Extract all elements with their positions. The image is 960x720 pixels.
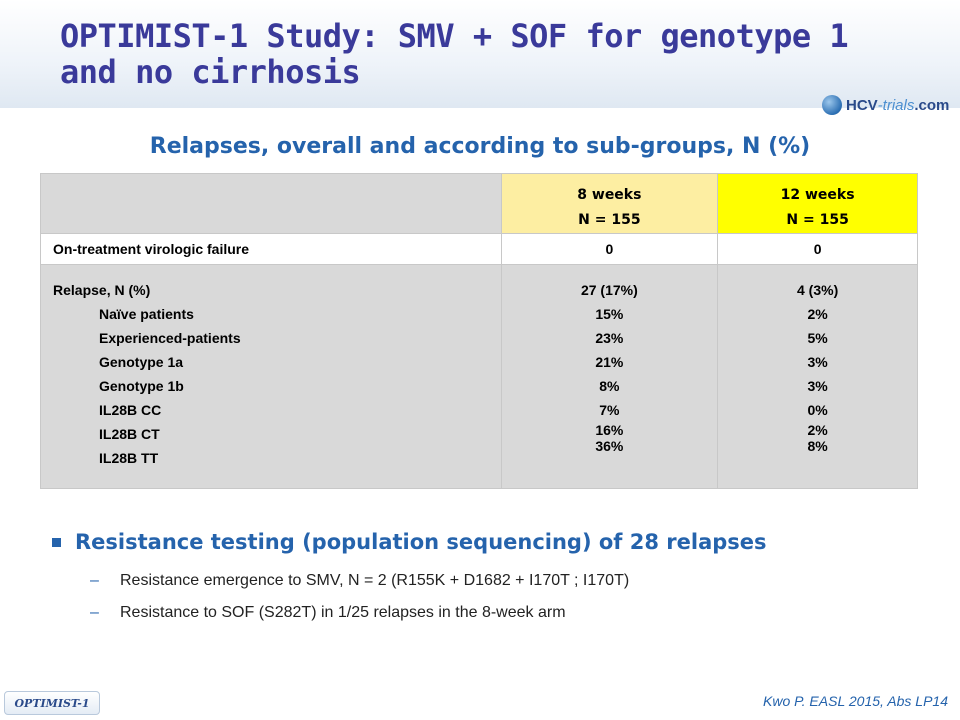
subgroup-value-12w: 3% — [807, 354, 828, 370]
reference-citation: Kwo P. EASL 2015, Abs LP14 — [763, 693, 948, 709]
table-row: On-treatment virologic failure 0 0 — [40, 233, 918, 265]
table-row: Relapse, N (%) Naïve patients Experience… — [40, 264, 918, 489]
subgroup-label: Genotype 1b — [99, 378, 184, 394]
subgroup-value-12w: 2% — [807, 306, 828, 322]
relapse-overall-12w: 4 (3%) — [797, 282, 839, 298]
subgroup-value-8w: 21% — [595, 354, 624, 370]
subgroup-label: IL28B CC — [99, 402, 162, 418]
relapse-labels-cell: Relapse, N (%) Naïve patients Experience… — [40, 264, 502, 489]
relapse-12w-cell: 4 (3%) 2% 5% 3% 3% 0% 2% 8% — [717, 264, 918, 489]
subgroup-label: IL28B TT — [99, 450, 159, 466]
header-8-weeks: 8 weeks N = 155 — [500, 173, 719, 234]
square-bullet-icon — [52, 537, 61, 547]
table-subtitle: Relapses, overall and according to sub-g… — [149, 134, 811, 159]
on-treatment-12w: 0 — [717, 233, 918, 265]
sub-bullet: – Resistance emergence to SMV, N = 2 (R1… — [90, 572, 629, 590]
relapse-overall-8w: 27 (17%) — [580, 282, 638, 298]
subgroup-value-8w: 16% — [595, 422, 624, 438]
on-treatment-label: On-treatment virologic failure — [40, 233, 502, 265]
col-12-label: 12 weeks — [780, 187, 855, 203]
on-treatment-8w: 0 — [500, 233, 719, 265]
logo-main: HCV — [846, 96, 878, 114]
sub-bullet-text: Resistance to SOF (S282T) in 1/25 relaps… — [120, 604, 566, 621]
bullet-heading: Resistance testing (population sequencin… — [75, 530, 767, 554]
col-12-n: N = 155 — [786, 212, 849, 228]
subgroup-value-12w: 0% — [807, 402, 828, 418]
subgroup-label: Experienced-patients — [99, 330, 241, 346]
dash-icon: – — [90, 604, 99, 621]
subgroup-value-12w: 2% — [807, 422, 828, 438]
resistance-bullet: Resistance testing (population sequencin… — [52, 530, 767, 554]
globe-icon — [822, 95, 842, 115]
subgroup-value-12w: 5% — [807, 330, 828, 346]
header-blank-cell — [40, 173, 502, 234]
dash-icon: – — [90, 572, 99, 589]
relapse-label: Relapse, N (%) — [53, 282, 151, 298]
sub-bullet: – Resistance to SOF (S282T) in 1/25 rela… — [90, 604, 566, 622]
logo-accent: -trials — [877, 96, 915, 114]
relapse-table: 8 weeks N = 155 12 weeks N = 155 On-trea… — [40, 173, 918, 489]
logo-suffix: .com — [914, 96, 950, 114]
table-header-row: 8 weeks N = 155 12 weeks N = 155 — [40, 173, 918, 234]
subgroup-label: IL28B CT — [99, 426, 160, 442]
subgroup-value-12w: 8% — [807, 438, 828, 454]
col-8-n: N = 155 — [578, 212, 641, 228]
study-tag: OPTIMIST-1 — [4, 691, 100, 715]
header-12-weeks: 12 weeks N = 155 — [717, 173, 918, 234]
subgroup-value-12w: 3% — [807, 378, 828, 394]
subgroup-value-8w: 7% — [599, 402, 620, 418]
col-8-label: 8 weeks — [577, 187, 642, 203]
subgroup-value-8w: 15% — [595, 306, 624, 322]
header-band — [0, 0, 960, 108]
subgroup-value-8w: 23% — [595, 330, 624, 346]
subgroup-value-8w: 8% — [599, 378, 620, 394]
subgroup-label: Naïve patients — [99, 306, 194, 322]
subgroup-label: Genotype 1a — [99, 354, 184, 370]
hcv-trials-logo: HCV-trials.com — [822, 92, 949, 118]
subgroup-value-8w: 36% — [595, 438, 624, 454]
sub-bullet-text: Resistance emergence to SMV, N = 2 (R155… — [120, 572, 630, 589]
relapse-8w-cell: 27 (17%) 15% 23% 21% 8% 7% 16% 36% — [500, 264, 719, 489]
slide-title: OPTIMIST-1 Study: SMV + SOF for genotype… — [60, 17, 849, 91]
